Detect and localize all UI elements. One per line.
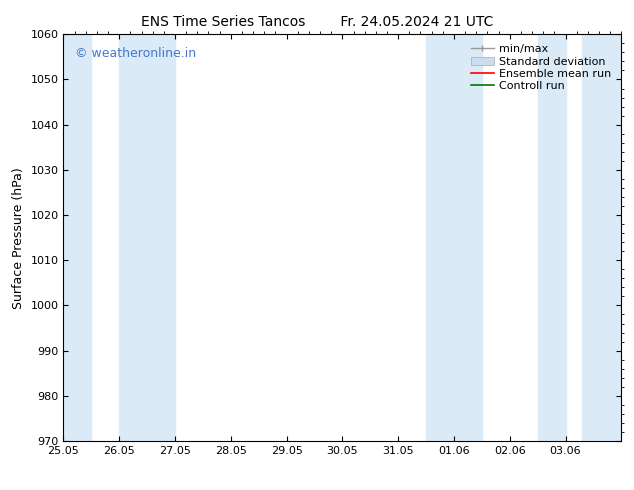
Text: © weatheronline.in: © weatheronline.in <box>75 47 196 59</box>
Y-axis label: Surface Pressure (hPa): Surface Pressure (hPa) <box>12 167 25 309</box>
Bar <box>538 34 566 441</box>
Text: ENS Time Series Tancos        Fr. 24.05.2024 21 UTC: ENS Time Series Tancos Fr. 24.05.2024 21… <box>141 15 493 29</box>
Legend: min/max, Standard deviation, Ensemble mean run, Controll run: min/max, Standard deviation, Ensemble me… <box>467 40 616 96</box>
Bar <box>582 34 621 441</box>
Bar <box>63 34 91 441</box>
Bar <box>426 34 482 441</box>
Bar <box>119 34 175 441</box>
